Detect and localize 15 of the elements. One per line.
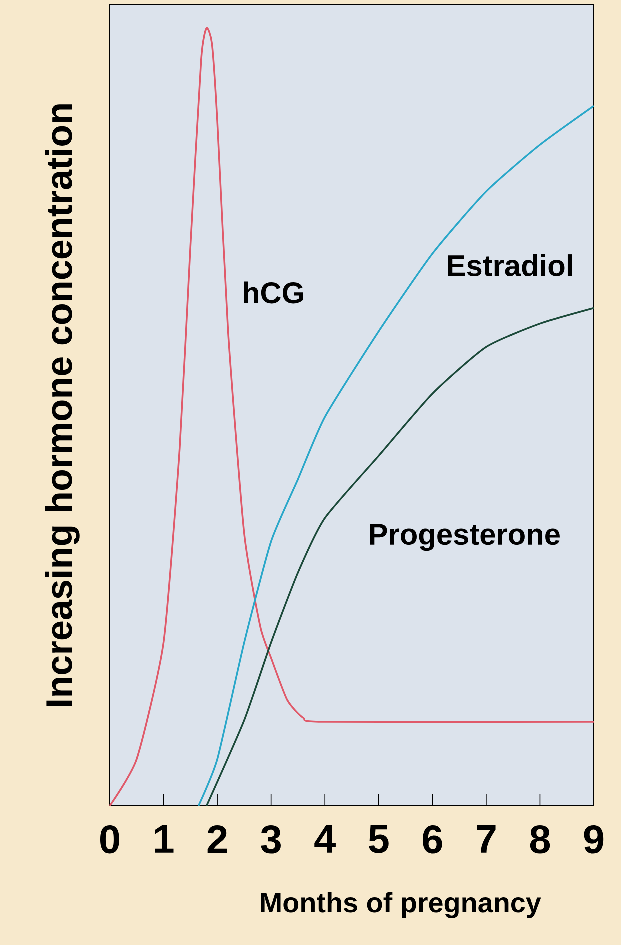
x-tick-label: 8 bbox=[530, 826, 550, 854]
x-axis-title: Months of pregnancy bbox=[261, 892, 542, 918]
x-tick-label: 4 bbox=[314, 826, 336, 853]
x-tick-label: 5 bbox=[369, 826, 389, 854]
y-axis-title: Increasing hormone concentration bbox=[45, 104, 80, 706]
series-label: Estradiol bbox=[448, 254, 572, 276]
x-tick-label: 7 bbox=[477, 826, 496, 853]
series-label: hCG bbox=[244, 282, 304, 304]
x-tick-label: 0 bbox=[100, 826, 120, 854]
x-tick-label: 6 bbox=[423, 826, 442, 854]
x-tick-label: 9 bbox=[584, 826, 604, 854]
x-tick-label: 3 bbox=[261, 826, 281, 854]
x-tick-label: 2 bbox=[208, 826, 228, 854]
x-tick-label: 1 bbox=[155, 826, 174, 853]
series-label: Progesterone bbox=[370, 524, 560, 552]
